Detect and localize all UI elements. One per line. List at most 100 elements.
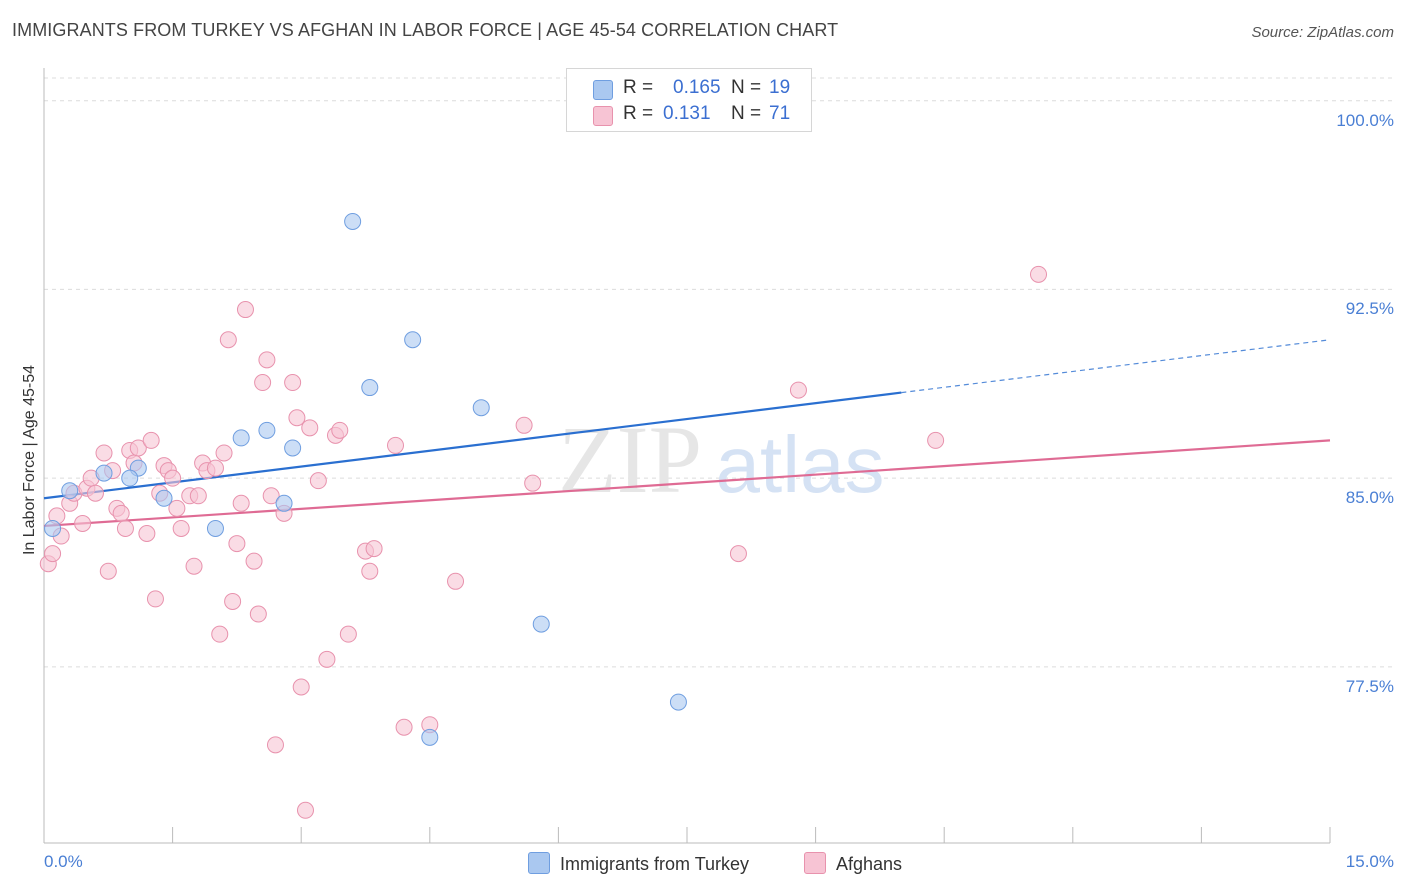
turkey-point <box>95 464 113 482</box>
afghan-point <box>228 535 246 553</box>
x-tick-label-max: 15.0% <box>1345 852 1394 871</box>
afghan-point <box>142 431 160 449</box>
legend-item-turkey: Immigrants from Turkey <box>528 852 749 875</box>
data-points <box>39 89 1048 819</box>
turkey-point <box>472 399 490 417</box>
trend-lines <box>43 339 1331 528</box>
afghan-point <box>309 472 327 490</box>
afghan-point <box>146 590 164 608</box>
turkey-point <box>532 615 550 633</box>
turkey-point <box>206 519 224 537</box>
trend-line-extension <box>901 339 1331 394</box>
legend-item-afghans: Afghans <box>804 852 902 875</box>
afghan-point <box>164 469 182 487</box>
turkey-legend-label: Immigrants from Turkey <box>560 854 750 874</box>
chart-title: IMMIGRANTS FROM TURKEY VS AFGHAN IN LABO… <box>12 20 839 40</box>
n-label: N = <box>731 77 767 98</box>
afghan-point <box>185 557 203 575</box>
afghan-point <box>361 562 379 580</box>
turkey-point <box>258 421 276 439</box>
trend-line-afghans <box>43 439 1331 528</box>
n-value-turkey: 19 <box>769 77 791 98</box>
afghan-point <box>211 625 229 643</box>
turkey-point <box>44 519 62 537</box>
r-label: R = <box>623 77 659 98</box>
afghan-point <box>339 625 357 643</box>
afghan-point <box>262 487 280 505</box>
afghan-point <box>232 494 250 512</box>
afghan-point <box>292 678 310 696</box>
afghan-point <box>729 545 747 563</box>
turkey-legend-swatch <box>528 852 550 874</box>
x-tick-label-min: 0.0% <box>44 852 83 871</box>
axes <box>43 68 1331 844</box>
correlation-legend: R = 0.165 N = 19 R = 0.131 N = 71 <box>566 68 812 132</box>
y-axis-label: In Labor Force | Age 45-54 <box>21 364 38 556</box>
turkey-point <box>404 331 422 349</box>
afghan-point <box>789 381 807 399</box>
r-label: R = <box>623 103 659 124</box>
y-tick-label: 100.0% <box>1336 110 1394 130</box>
afghan-point <box>1030 265 1048 283</box>
afghan-point <box>206 459 224 477</box>
n-label: N = <box>731 103 767 124</box>
afghan-point <box>116 519 134 537</box>
afghan-point <box>266 736 284 754</box>
turkey-point <box>361 379 379 397</box>
afghan-point <box>112 504 130 522</box>
turkey-point <box>284 439 302 457</box>
afghans-legend-label: Afghans <box>836 854 903 874</box>
n-value-afghans: 71 <box>769 103 791 124</box>
afghan-point <box>288 409 306 427</box>
watermark-zip: ZIP <box>558 406 702 513</box>
afghan-point <box>74 514 92 532</box>
afghan-point <box>927 431 945 449</box>
afghan-point <box>249 605 267 623</box>
afghan-point <box>219 331 237 349</box>
afghan-point <box>172 519 190 537</box>
afghans-swatch <box>593 106 613 126</box>
afghan-point <box>296 801 314 819</box>
turkey-point <box>421 728 439 746</box>
afghan-point <box>524 474 542 492</box>
afghan-point <box>224 592 242 610</box>
afghans-legend-swatch <box>804 852 826 874</box>
turkey-point <box>155 489 173 507</box>
afghan-point <box>447 572 465 590</box>
afghan-point <box>129 439 147 457</box>
afghan-point <box>395 718 413 736</box>
afghan-point <box>86 484 104 502</box>
turkey-point <box>121 469 139 487</box>
afghan-point <box>138 525 156 543</box>
y-tick-label: 85.0% <box>1345 488 1394 508</box>
afghan-point <box>189 487 207 505</box>
afghan-point <box>215 444 233 462</box>
afghan-point <box>236 301 254 319</box>
afghan-point <box>258 351 276 369</box>
turkey-swatch <box>593 80 613 100</box>
r-value-turkey: 0.165 <box>673 77 721 98</box>
turkey-point <box>669 693 687 711</box>
turkey-point <box>61 482 79 500</box>
watermark-atlas: atlas <box>716 420 885 509</box>
afghan-point <box>515 416 533 434</box>
source-credit: Source: ZipAtlas.com <box>1251 24 1394 41</box>
y-tick-label: 77.5% <box>1345 676 1394 696</box>
afghan-point <box>387 436 405 454</box>
afghan-point <box>168 499 186 517</box>
afghan-point <box>99 562 117 580</box>
afghan-point <box>245 552 263 570</box>
afghan-point <box>254 374 272 392</box>
y-tick-label: 92.5% <box>1345 299 1394 319</box>
trend-line-turkey <box>43 391 902 500</box>
turkey-point <box>275 494 293 512</box>
afghan-point <box>44 545 62 563</box>
afghan-point <box>318 650 336 668</box>
afghan-point <box>95 444 113 462</box>
afghan-point <box>284 374 302 392</box>
gridlines <box>44 77 1396 668</box>
afghan-point <box>331 421 349 439</box>
afghan-point <box>301 419 319 437</box>
afghan-point <box>365 540 383 558</box>
